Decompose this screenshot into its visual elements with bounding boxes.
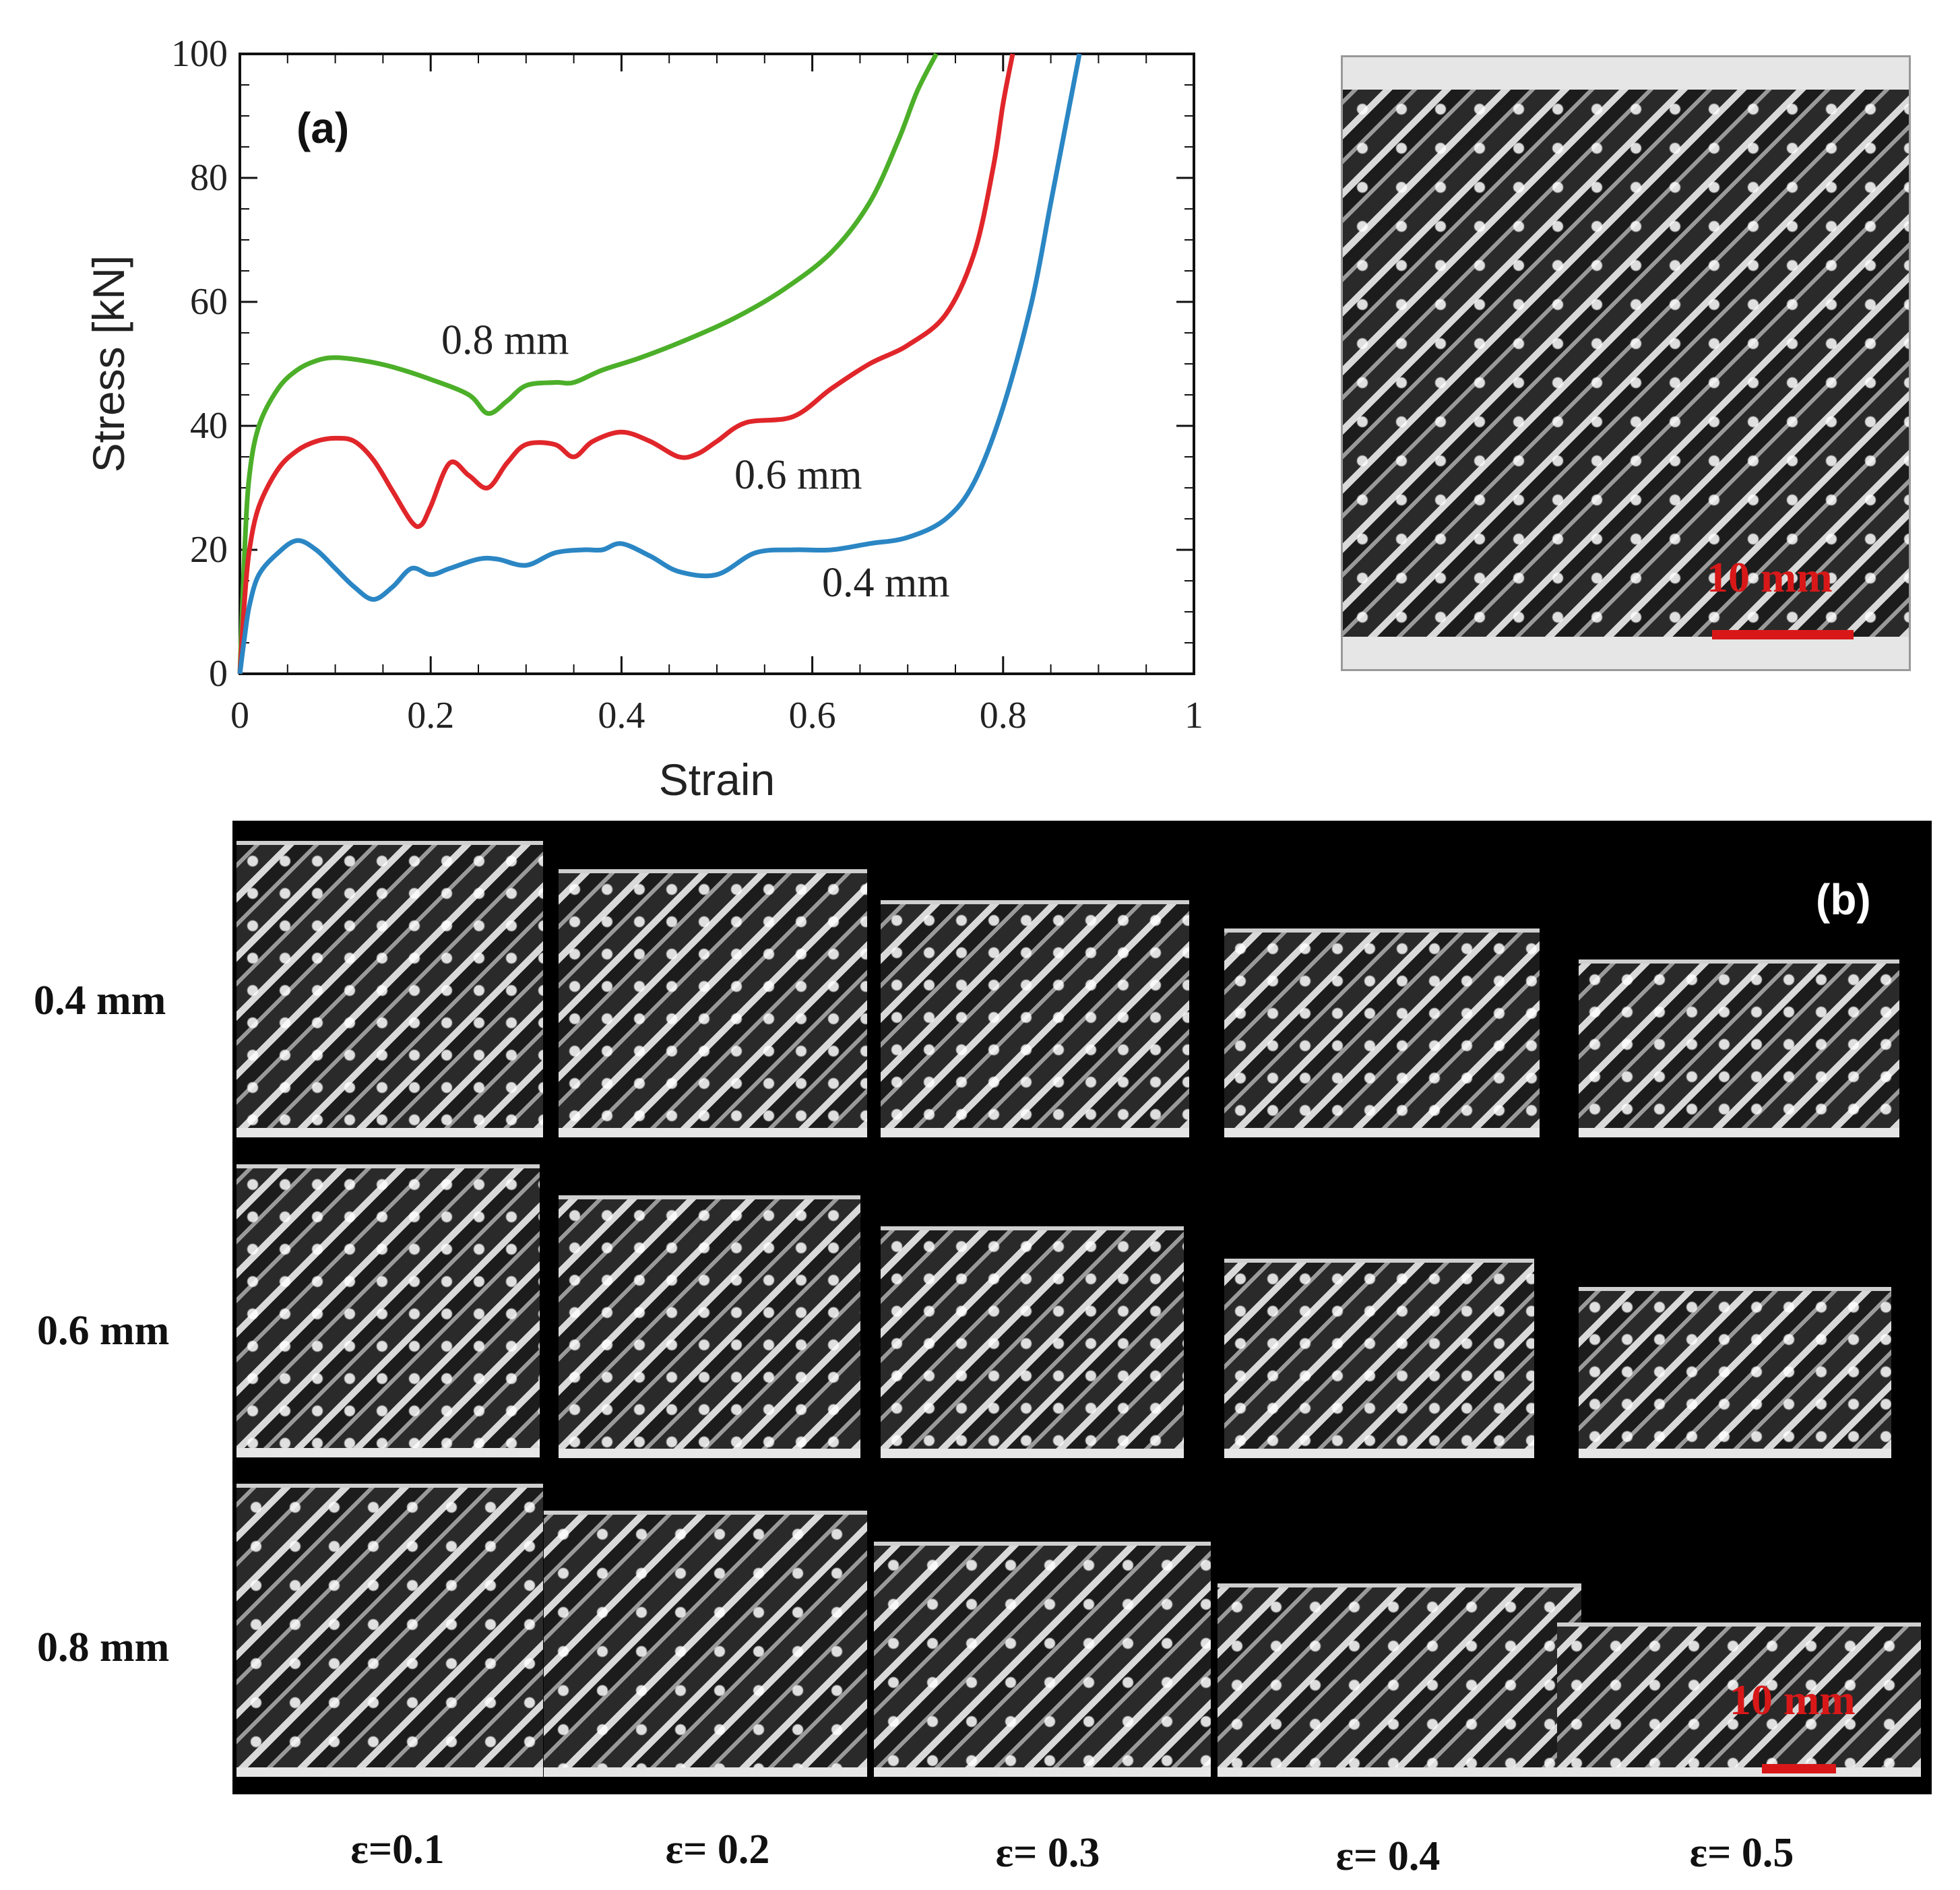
lattice-texture	[1224, 933, 1540, 1128]
stress-strain-chart: 0 0.2 0.4 0.6 0.8 1 0 20 40 60 80 100 (a) Strain St…	[84, 33, 1203, 805]
strain-label-0-1: ε=0.1	[350, 1827, 445, 1872]
bottom-plate	[1579, 1128, 1899, 1137]
y-tick-label-3: 60	[190, 281, 228, 323]
panel-label-a: (a)	[296, 104, 349, 152]
specimen-photo-r3-c1	[236, 1484, 543, 1777]
panel-b-scale-label: 10 mm	[1730, 1676, 1856, 1724]
lattice-texture	[236, 1488, 543, 1767]
specimen-photo-r1-c5	[1579, 959, 1899, 1137]
specimen-photo-r1-c1	[236, 841, 543, 1137]
bottom-plate	[559, 1128, 867, 1137]
specimen-photo-r3-c5	[1557, 1623, 1921, 1777]
scale-bar	[1712, 630, 1854, 639]
panel-b-scale-bar	[1762, 1764, 1836, 1773]
row-label-0-6mm: 0.6 mm	[37, 1308, 170, 1354]
bottom-plate	[236, 1448, 540, 1457]
strain-label-0-4: ε= 0.4	[1335, 1833, 1441, 1879]
lattice-texture	[236, 1168, 540, 1448]
row-label-0-8mm: 0.8 mm	[37, 1625, 170, 1670]
plot-frame	[239, 53, 1195, 675]
bottom-plate	[544, 1767, 867, 1777]
specimen-photo-r2-c2	[559, 1195, 860, 1458]
x-tick-label-5: 1	[1184, 695, 1203, 736]
y-tick-label-2: 40	[190, 405, 228, 447]
lattice-texture	[559, 873, 867, 1128]
specimen-photo-r2-c5	[1579, 1287, 1891, 1458]
bottom-plate	[1224, 1128, 1540, 1137]
strain-label-0-5: ε= 0.5	[1689, 1830, 1794, 1876]
lattice-texture	[881, 1230, 1184, 1449]
bottom-plate	[874, 1767, 1211, 1777]
scale-bar-label: 10 mm	[1707, 553, 1833, 601]
series-line-0-8-mm	[237, 53, 939, 674]
bottom-plate	[236, 1128, 543, 1137]
y-tick-label-0: 0	[209, 653, 228, 695]
bottom-plate	[1579, 1449, 1891, 1458]
strain-label-0-2: ε= 0.2	[665, 1827, 770, 1872]
x-tick-label-3: 0.6	[789, 695, 836, 736]
lattice-texture	[881, 904, 1189, 1128]
top-plate	[1343, 57, 1909, 90]
y-axis-title: Stress [kN]	[84, 255, 133, 473]
lattice-texture	[1557, 1627, 1921, 1767]
specimen-photo-r3-c2	[544, 1511, 867, 1777]
specimen-photo-r1-c2	[559, 869, 867, 1137]
specimen-photo-r1-c4	[1224, 928, 1540, 1137]
specimen-photo-r2-c3	[881, 1226, 1184, 1458]
x-tick-label-2: 0.4	[598, 695, 645, 736]
bottom-plate	[1557, 1767, 1921, 1777]
curve-label-0-6mm: 0.6 mm	[734, 452, 862, 498]
bottom-plate	[881, 1449, 1184, 1458]
lattice-texture	[874, 1546, 1211, 1767]
y-tick-label-5: 100	[171, 33, 228, 75]
bottom-plate	[559, 1449, 860, 1458]
bottom-plate	[1224, 1449, 1534, 1458]
bottom-plate	[236, 1767, 543, 1777]
x-tick-label-1: 0.2	[407, 695, 454, 736]
data-curves	[237, 53, 1082, 674]
x-axis-title: Strain	[659, 755, 775, 805]
specimen-photo-r2-c1	[236, 1164, 540, 1457]
panel-label-b: (b)	[1816, 875, 1871, 924]
lattice-texture	[1224, 1263, 1534, 1449]
y-tick-label-1: 20	[190, 529, 228, 571]
bottom-plate	[1218, 1767, 1581, 1777]
lattice-texture	[1579, 1291, 1891, 1449]
curve-label-0-8mm: 0.8 mm	[441, 317, 569, 363]
specimen-photo-r2-c4	[1224, 1259, 1534, 1458]
series-line-0-6-mm	[237, 53, 1015, 674]
series-line-0-4-mm	[237, 53, 1082, 674]
panel-b-image-grid: (b) 10 mm	[232, 821, 1932, 1794]
bottom-plate	[1343, 637, 1909, 669]
y-tick-label-4: 80	[190, 157, 228, 199]
specimen-photo-r3-c4	[1218, 1583, 1581, 1777]
tick-labels: 0 0.2 0.4 0.6 0.8 1 0 20 40 60 80 100	[171, 33, 1203, 736]
lattice-texture	[236, 845, 543, 1128]
lattice-texture	[559, 1199, 860, 1449]
lattice-texture	[544, 1515, 867, 1767]
strain-label-0-3: ε= 0.3	[995, 1830, 1100, 1876]
specimen-photo-r1-c3	[881, 900, 1189, 1137]
specimen-photo: 10 mm	[1341, 55, 1911, 671]
x-tick-label-4: 0.8	[980, 695, 1027, 736]
lattice-texture	[1579, 964, 1899, 1128]
bottom-plate	[881, 1128, 1189, 1137]
row-label-0-4mm: 0.4 mm	[34, 978, 166, 1023]
curve-label-0-4mm: 0.4 mm	[822, 560, 949, 606]
lattice-texture	[1343, 90, 1909, 637]
x-tick-label-0: 0	[230, 695, 249, 736]
specimen-photo-r3-c3	[874, 1542, 1211, 1777]
lattice-texture	[1218, 1587, 1581, 1767]
